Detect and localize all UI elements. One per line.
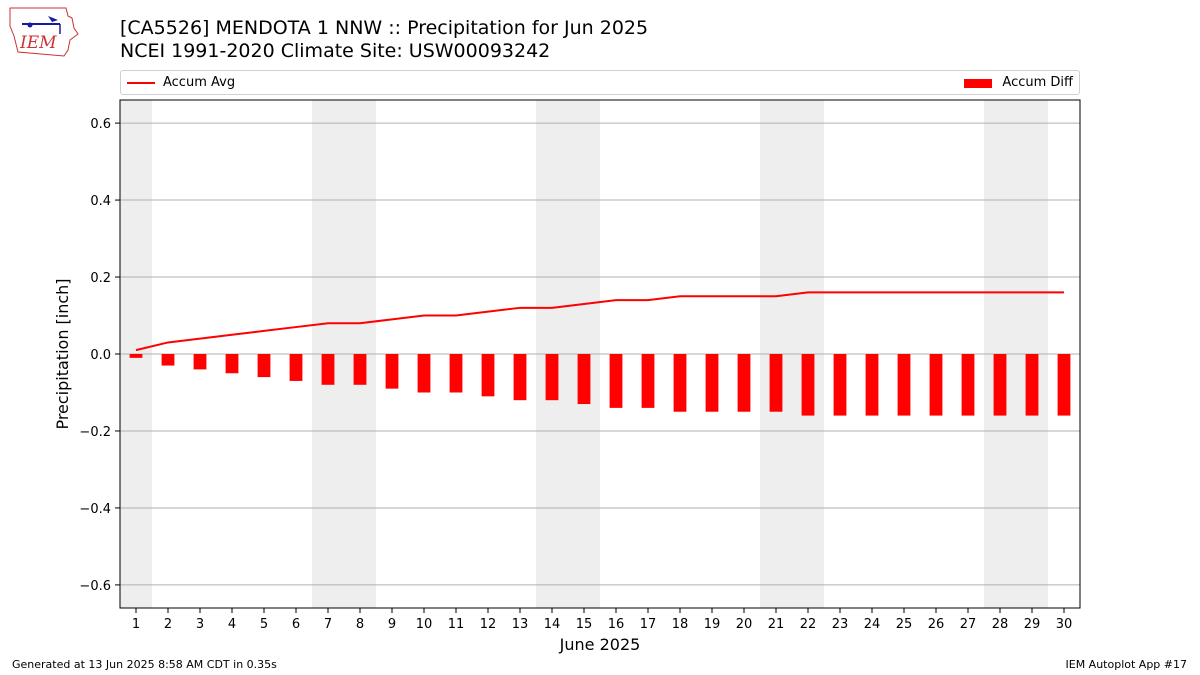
y-tick-label: 0.4 (90, 194, 111, 209)
x-tick-label: 18 (672, 617, 689, 632)
chart-title: [CA5526] MENDOTA 1 NNW :: Precipitation … (120, 17, 649, 39)
x-tick-label: 15 (576, 617, 593, 632)
bar-day-27 (961, 354, 975, 416)
bar-day-1 (129, 354, 143, 358)
legend-bar-label: Accum Diff (1002, 75, 1073, 90)
logo-text: IEM (19, 33, 57, 53)
bar-day-21 (769, 354, 783, 412)
x-tick-label: 17 (640, 617, 657, 632)
y-axis-label: Precipitation [inch] (53, 278, 72, 429)
bar-day-3 (193, 354, 207, 370)
y-tick-label: 0.6 (90, 117, 111, 132)
x-tick-label: 24 (864, 617, 881, 632)
footer-app: IEM Autoplot App #17 (1065, 658, 1188, 671)
x-tick-label: 14 (544, 617, 561, 632)
x-tick-label: 22 (800, 617, 817, 632)
bar-day-19 (705, 354, 719, 412)
bar-day-25 (897, 354, 911, 416)
bar-day-23 (833, 354, 847, 416)
y-tick-label: 0.0 (90, 348, 111, 363)
x-tick-label: 27 (960, 617, 977, 632)
legend-line-swatch (127, 81, 155, 84)
bar-day-13 (513, 354, 527, 401)
bar-day-14 (545, 354, 559, 401)
x-tick-label: 6 (292, 617, 300, 632)
x-tick-label: 9 (388, 617, 396, 632)
legend-item-line: Accum Avg (127, 71, 235, 94)
legend-line-label: Accum Avg (163, 75, 236, 90)
x-tick-label: 3 (196, 617, 204, 632)
y-tick-label: 0.2 (90, 271, 111, 286)
x-tick-label: 20 (736, 617, 753, 632)
x-tick-label: 28 (992, 617, 1009, 632)
bar-day-20 (737, 354, 751, 412)
y-tick-label: −0.6 (79, 579, 111, 594)
x-tick-label: 8 (356, 617, 364, 632)
bar-day-17 (641, 354, 655, 408)
x-tick-label: 7 (324, 617, 332, 632)
bar-day-24 (865, 354, 879, 416)
x-tick-label: 4 (228, 617, 236, 632)
legend-bar-swatch (964, 78, 993, 88)
x-tick-label: 12 (480, 617, 497, 632)
bar-day-4 (225, 354, 239, 374)
bar-day-18 (673, 354, 687, 412)
bar-day-12 (481, 354, 495, 397)
x-tick-label: 16 (608, 617, 625, 632)
y-tick-label: −0.4 (79, 502, 111, 517)
bar-day-9 (385, 354, 399, 389)
bar-day-2 (161, 354, 175, 366)
bar-day-7 (321, 354, 335, 385)
legend: Accum Avg Accum Diff (120, 70, 1080, 95)
iem-logo: IEM (9, 7, 79, 57)
bar-day-10 (417, 354, 431, 393)
bar-day-11 (449, 354, 463, 393)
x-tick-label: 11 (448, 617, 465, 632)
bar-day-8 (353, 354, 367, 385)
x-tick-label: 26 (928, 617, 945, 632)
x-axis-label: June 2025 (559, 635, 641, 654)
footer-generated: Generated at 13 Jun 2025 8:58 AM CDT in … (12, 658, 277, 671)
accum-avg-line (135, 291, 1064, 352)
x-tick-label: 29 (1024, 617, 1041, 632)
chart-subtitle: NCEI 1991-2020 Climate Site: USW00093242 (120, 40, 551, 62)
bar-day-15 (577, 354, 591, 405)
bar-day-29 (1025, 354, 1039, 416)
x-tick-label: 13 (512, 617, 529, 632)
x-tick-label: 30 (1056, 617, 1073, 632)
plot-frame (119, 99, 1081, 609)
x-tick-label: 2 (164, 617, 172, 632)
bar-day-5 (257, 354, 271, 378)
x-tick-label: 19 (704, 617, 721, 632)
x-tick-label: 25 (896, 617, 913, 632)
bar-day-26 (929, 354, 943, 416)
bar-day-22 (801, 354, 815, 416)
legend-item-bar: Accum Diff (964, 71, 1073, 94)
x-tick-label: 10 (416, 617, 433, 632)
x-tick-label: 5 (260, 617, 268, 632)
x-tick-label: 1 (132, 617, 140, 632)
bar-day-28 (993, 354, 1007, 416)
bar-day-30 (1057, 354, 1071, 416)
bar-day-6 (289, 354, 303, 381)
y-tick-label: −0.2 (79, 425, 111, 440)
x-tick-label: 23 (832, 617, 849, 632)
x-tick-label: 21 (768, 617, 785, 632)
bar-day-16 (609, 354, 623, 408)
